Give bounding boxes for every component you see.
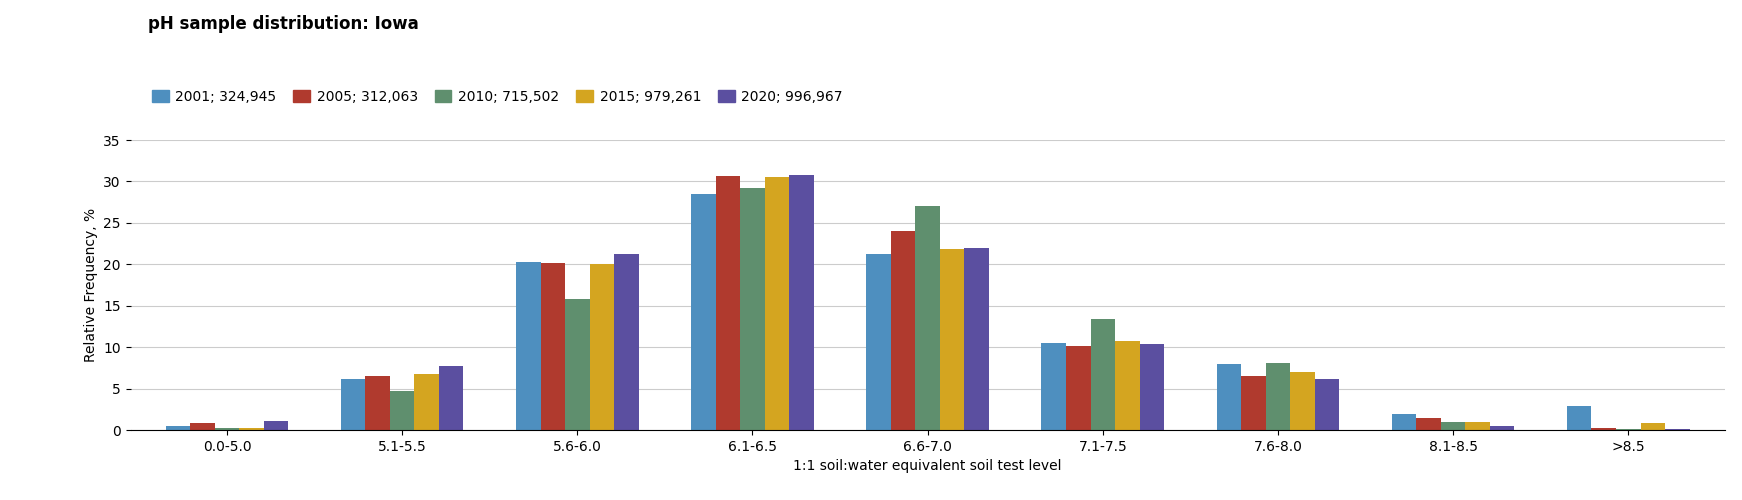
Bar bbox=[1617, 429, 1641, 430]
Bar bbox=[1592, 428, 1617, 430]
Bar bbox=[540, 262, 564, 430]
Bar bbox=[866, 254, 890, 430]
Bar bbox=[341, 378, 366, 430]
Bar bbox=[965, 248, 989, 430]
Bar bbox=[214, 428, 239, 430]
Bar bbox=[1042, 343, 1066, 430]
Bar bbox=[439, 366, 463, 430]
Bar bbox=[692, 194, 716, 430]
Bar bbox=[1066, 346, 1090, 430]
Bar bbox=[165, 426, 190, 430]
Bar bbox=[366, 376, 390, 430]
Bar bbox=[415, 374, 439, 430]
Bar bbox=[1641, 424, 1665, 430]
Bar bbox=[789, 175, 814, 430]
Bar bbox=[1139, 344, 1164, 430]
Bar bbox=[740, 188, 765, 430]
Legend: 2001; 324,945, 2005; 312,063, 2010; 715,502, 2015; 979,261, 2020; 996,967: 2001; 324,945, 2005; 312,063, 2010; 715,… bbox=[146, 84, 848, 110]
Bar bbox=[716, 176, 740, 430]
Bar bbox=[564, 299, 589, 430]
Bar bbox=[765, 178, 789, 430]
Bar bbox=[1090, 319, 1115, 430]
Bar bbox=[941, 250, 965, 430]
Y-axis label: Relative Frequency, %: Relative Frequency, % bbox=[84, 208, 98, 362]
Bar bbox=[263, 421, 287, 430]
Bar bbox=[1392, 414, 1416, 430]
Bar bbox=[1568, 406, 1592, 430]
Bar bbox=[1489, 426, 1514, 430]
Bar bbox=[516, 262, 540, 430]
Bar bbox=[1441, 422, 1465, 430]
Bar bbox=[1291, 372, 1315, 430]
Bar bbox=[615, 254, 639, 430]
Bar bbox=[1465, 422, 1489, 430]
Bar bbox=[1665, 429, 1690, 430]
Bar bbox=[890, 231, 915, 430]
Bar bbox=[1240, 376, 1266, 430]
Bar bbox=[1115, 340, 1139, 430]
X-axis label: 1:1 soil:water equivalent soil test level: 1:1 soil:water equivalent soil test leve… bbox=[793, 460, 1063, 473]
Bar bbox=[190, 424, 214, 430]
Bar bbox=[239, 428, 263, 430]
Bar bbox=[589, 264, 615, 430]
Text: pH sample distribution: Iowa: pH sample distribution: Iowa bbox=[148, 15, 418, 33]
Bar bbox=[1416, 418, 1441, 430]
Bar bbox=[1216, 364, 1240, 430]
Bar bbox=[1266, 363, 1291, 430]
Bar bbox=[1315, 378, 1340, 430]
Bar bbox=[390, 391, 415, 430]
Bar bbox=[915, 206, 941, 430]
